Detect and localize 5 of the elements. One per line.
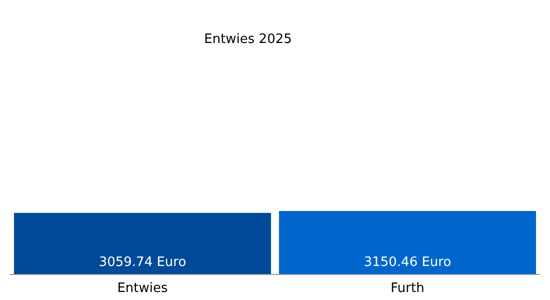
x-tick-label: Furth xyxy=(390,281,424,296)
data-label: 3059.74 Euro xyxy=(98,255,186,270)
data-label: 3150.46 Euro xyxy=(364,255,452,270)
chart-title: Entwies 2025 xyxy=(204,32,292,47)
x-tick-label: Entwies xyxy=(117,281,168,296)
